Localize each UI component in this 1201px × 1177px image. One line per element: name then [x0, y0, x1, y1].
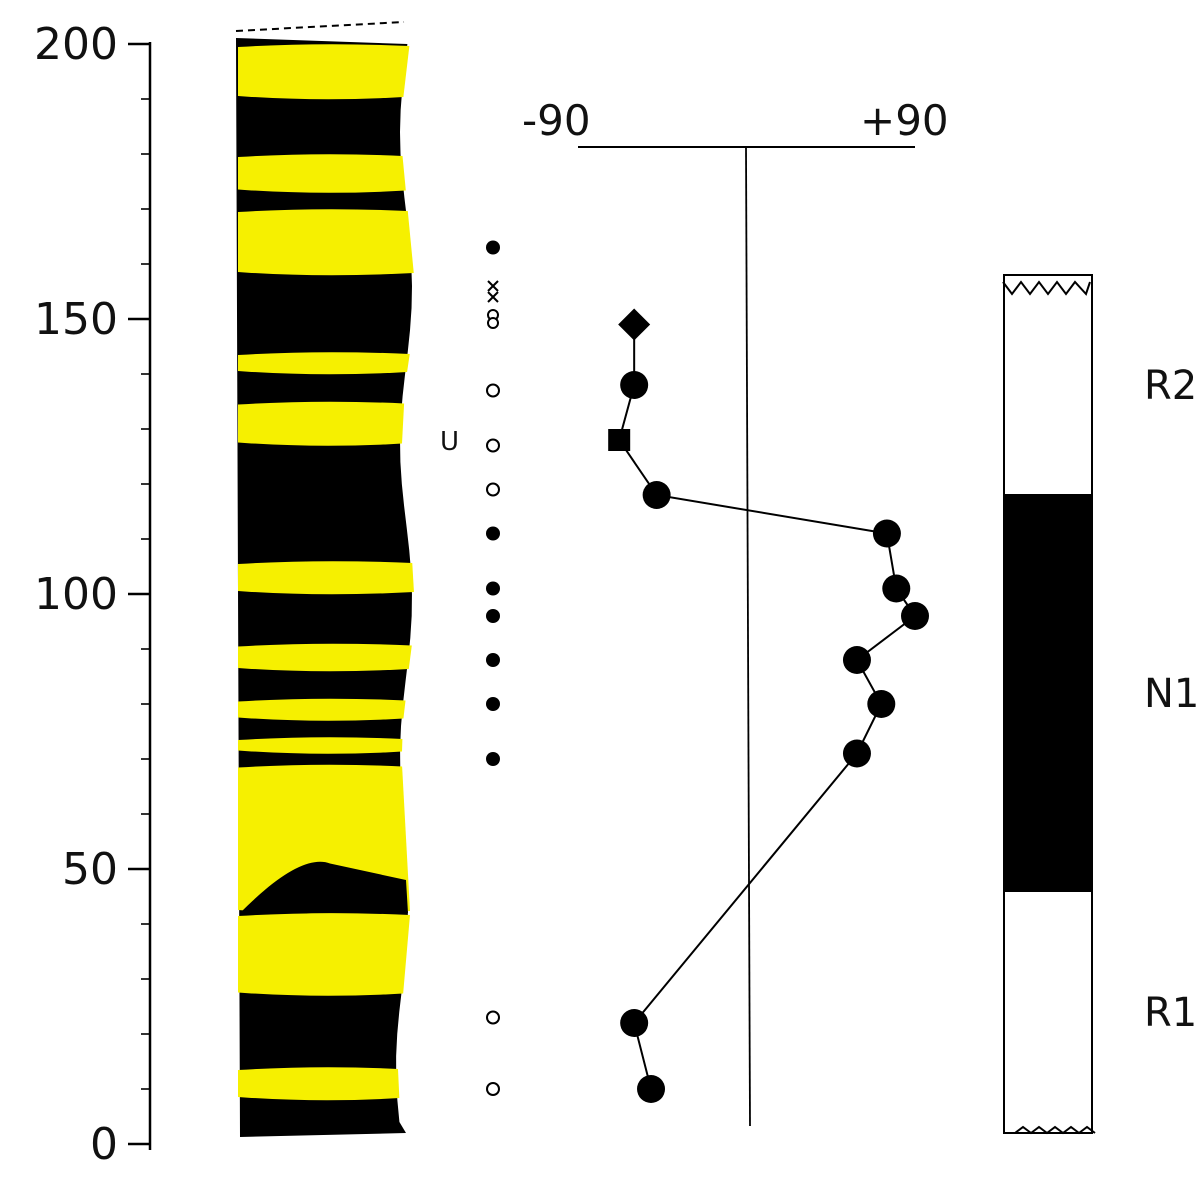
inclination-circle-marker — [642, 481, 671, 509]
sandstone-bed — [238, 913, 410, 996]
inclination-markers — [608, 308, 929, 1103]
sandstone-bed — [238, 401, 405, 446]
inclination-circle-marker — [620, 1009, 649, 1037]
inclination-diamond-marker — [618, 308, 651, 341]
filled-sample-marker — [486, 653, 500, 667]
cross-sample-marker — [487, 291, 499, 303]
open-sample-marker — [486, 1010, 500, 1025]
lithology-column: U — [235, 21, 459, 1137]
sandstone-bed — [238, 44, 410, 100]
filled-sample-marker — [486, 752, 500, 766]
polarity-zone-labels: R2 N1 R1 — [1144, 363, 1199, 1036]
unconformity-label: U — [440, 427, 459, 457]
cross-stroke — [487, 291, 499, 303]
filled-sample-marker — [486, 581, 500, 596]
depth-tick-label: 50 — [62, 844, 118, 895]
cross-sample-marker — [487, 280, 499, 292]
inclination-circle-marker — [867, 690, 896, 718]
inclination-max-label: +90 — [860, 96, 949, 145]
column-top-dashed-edge — [235, 21, 405, 32]
open-sample-marker — [486, 482, 500, 497]
inclination-circle-marker — [882, 574, 911, 603]
sandstone-beds — [238, 44, 414, 1101]
sandstone-bed — [238, 737, 403, 754]
polarity-zone-normal — [1003, 494, 1093, 892]
polarity-bottom-break — [1014, 1125, 1096, 1135]
cross-stroke — [487, 280, 499, 292]
depth-tick-label: 150 — [34, 294, 118, 345]
sandstone-bed — [238, 209, 414, 276]
depth-tick-label: 0 — [90, 1119, 118, 1170]
polarity-zone-reversed — [1003, 274, 1093, 496]
inclination-square-marker — [608, 429, 631, 451]
inclination-min-label: -90 — [522, 96, 591, 145]
sandstone-bed — [238, 1067, 400, 1101]
filled-sample-marker — [486, 526, 500, 541]
inclination-circle-marker — [842, 646, 871, 674]
polarity-zones — [1003, 274, 1093, 1134]
polarity-zone-label: R1 — [1144, 990, 1197, 1036]
double-circle-lower — [487, 317, 499, 329]
sandstone-bed — [238, 352, 410, 375]
filled-sample-marker — [486, 609, 500, 623]
mudstone-wedge — [240, 861, 408, 913]
inclination-circle-marker — [637, 1075, 666, 1103]
filled-sample-marker — [486, 240, 500, 255]
depth-tick-label: 100 — [34, 569, 118, 620]
inclination-circle-marker — [842, 739, 871, 768]
depth-tick-labels: 0 50 100 150 200 — [34, 19, 118, 1170]
inclination-circle-marker — [901, 602, 929, 630]
depth-ticks — [128, 42, 150, 1146]
inclination-axis: -90 +90 — [522, 96, 949, 1127]
open-sample-marker — [486, 383, 500, 398]
depth-tick-label: 200 — [34, 19, 118, 70]
inclination-circle-marker — [872, 519, 901, 548]
polarity-zone-reversed — [1003, 890, 1093, 1134]
depth-axis: 0 50 100 150 200 — [34, 19, 152, 1170]
sandstone-bed — [238, 154, 406, 193]
zero-inclination-line — [745, 146, 751, 1127]
polarity-zone-label: R2 — [1144, 363, 1197, 409]
inclination-plot — [608, 308, 929, 1103]
polarity-column: R2 N1 R1 — [1002, 274, 1199, 1135]
double-circle-sample-marker — [487, 309, 499, 329]
sample-markers — [486, 240, 500, 1096]
inclination-circle-marker — [620, 371, 649, 399]
sandstone-bed — [238, 643, 412, 672]
open-sample-marker — [486, 1082, 500, 1096]
polarity-top-break — [1002, 280, 1091, 296]
sandstone-bed — [238, 698, 406, 721]
polarity-zone-label: N1 — [1144, 671, 1199, 717]
open-sample-marker — [486, 438, 500, 453]
filled-sample-marker — [486, 697, 500, 711]
sandstone-bed — [238, 561, 414, 595]
